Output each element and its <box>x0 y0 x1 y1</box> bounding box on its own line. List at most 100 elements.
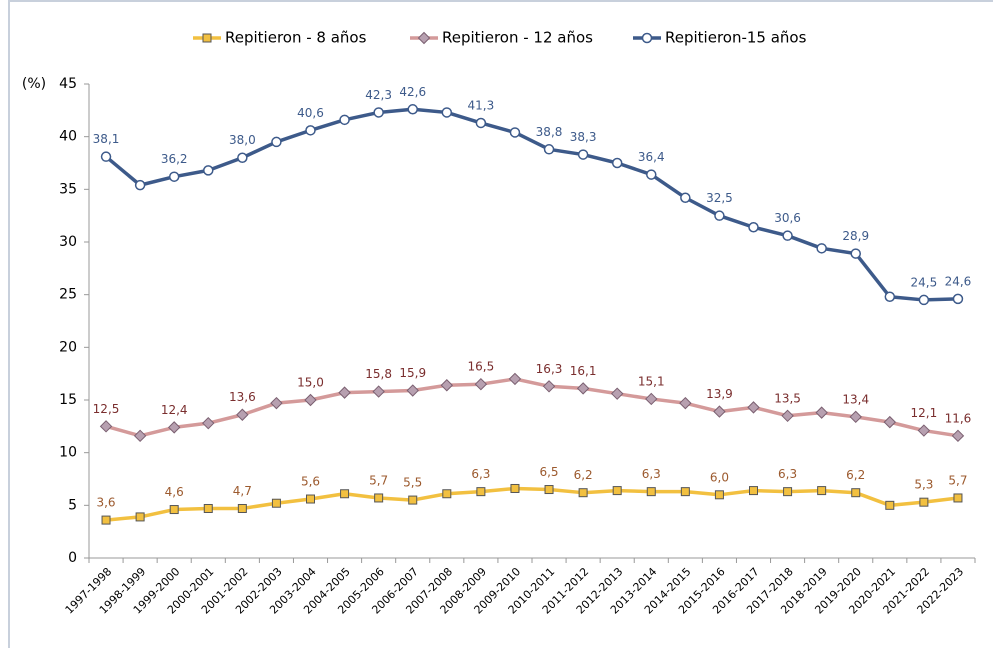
value-label: 38,8 <box>536 125 563 139</box>
value-label: 5,6 <box>301 475 320 489</box>
marker <box>271 136 282 148</box>
marker <box>918 294 930 306</box>
marker <box>917 424 931 437</box>
y-tick-label: 5 <box>68 497 77 513</box>
value-label: 6,3 <box>778 467 797 481</box>
value-label: 5,7 <box>948 473 967 487</box>
value-label: 42,3 <box>365 88 392 102</box>
value-label: 13,5 <box>774 391 801 405</box>
marker <box>645 392 658 406</box>
marker <box>714 490 724 500</box>
value-label: 6,0 <box>710 470 729 484</box>
value-label: 4,6 <box>165 485 184 499</box>
value-label: 3,6 <box>96 496 115 510</box>
value-label: 36,4 <box>638 150 665 164</box>
value-label: 5,5 <box>403 476 422 490</box>
y-tick-label: 10 <box>59 445 77 461</box>
marker <box>167 421 181 434</box>
value-label: 13,4 <box>842 392 869 406</box>
value-label: 24,6 <box>945 274 972 288</box>
value-label: 13,9 <box>706 387 733 401</box>
marker <box>338 386 351 399</box>
marker <box>305 125 316 136</box>
y-tick-label: 20 <box>59 339 77 355</box>
marker <box>884 291 896 303</box>
marker <box>851 488 861 498</box>
marker <box>236 408 249 421</box>
value-label: 38,3 <box>570 130 597 144</box>
y-tick-label: 25 <box>59 287 77 303</box>
value-label: 40,6 <box>297 106 324 120</box>
value-label: 6,2 <box>574 468 593 482</box>
legend-label: Repitieron - 8 años <box>225 29 367 47</box>
value-label: 32,5 <box>706 191 733 205</box>
marker <box>476 487 486 497</box>
marker <box>952 293 964 305</box>
marker <box>271 498 281 508</box>
value-label: 24,5 <box>911 275 938 289</box>
value-label: 15,0 <box>297 376 324 390</box>
marker <box>135 512 145 522</box>
marker <box>270 396 283 410</box>
marker <box>340 489 350 499</box>
marker <box>782 230 793 241</box>
legend-marker <box>202 33 212 43</box>
marker <box>849 410 862 424</box>
marker <box>749 486 758 496</box>
series-line <box>104 107 959 302</box>
marker <box>576 382 590 395</box>
marker <box>474 377 488 391</box>
marker <box>610 387 624 400</box>
marker <box>510 483 520 493</box>
marker <box>781 409 794 423</box>
series-line <box>105 486 959 522</box>
marker <box>407 104 418 115</box>
value-label: 38,0 <box>229 133 256 147</box>
value-label: 11,6 <box>945 411 972 425</box>
marker <box>237 503 247 513</box>
marker <box>133 429 147 443</box>
legend-label: Repitieron - 12 años <box>442 29 593 47</box>
marker <box>713 405 726 418</box>
value-label: 15,8 <box>365 367 392 381</box>
value-label: 16,1 <box>570 364 597 378</box>
marker <box>374 493 384 503</box>
value-label: 38,1 <box>93 132 120 146</box>
marker <box>475 117 487 129</box>
marker <box>441 107 453 118</box>
marker <box>168 171 180 182</box>
marker <box>611 157 623 169</box>
y-axis-label: (%) <box>22 76 46 92</box>
marker <box>408 495 418 505</box>
marker <box>747 401 760 414</box>
marker <box>816 243 827 254</box>
marker <box>680 487 690 497</box>
marker <box>442 489 452 499</box>
value-label: 41,3 <box>468 98 495 112</box>
marker <box>440 379 454 392</box>
marker <box>509 127 521 138</box>
value-label: 5,7 <box>369 473 388 487</box>
marker <box>885 500 895 510</box>
marker <box>134 179 146 191</box>
y-tick-label: 40 <box>59 129 77 145</box>
marker <box>406 384 419 397</box>
marker <box>714 210 725 221</box>
marker <box>508 372 522 386</box>
marker <box>646 169 657 180</box>
marker <box>953 493 963 503</box>
marker <box>680 192 691 204</box>
marker <box>304 393 317 407</box>
marker <box>883 415 897 429</box>
marker <box>100 151 112 162</box>
value-label: 6,2 <box>846 468 865 482</box>
marker <box>815 406 828 419</box>
frame <box>8 0 993 648</box>
marker <box>203 165 214 176</box>
marker <box>101 515 111 525</box>
value-label: 16,5 <box>468 360 495 374</box>
marker <box>679 396 692 410</box>
value-label: 36,2 <box>161 152 188 166</box>
y-tick-label: 35 <box>59 181 77 197</box>
